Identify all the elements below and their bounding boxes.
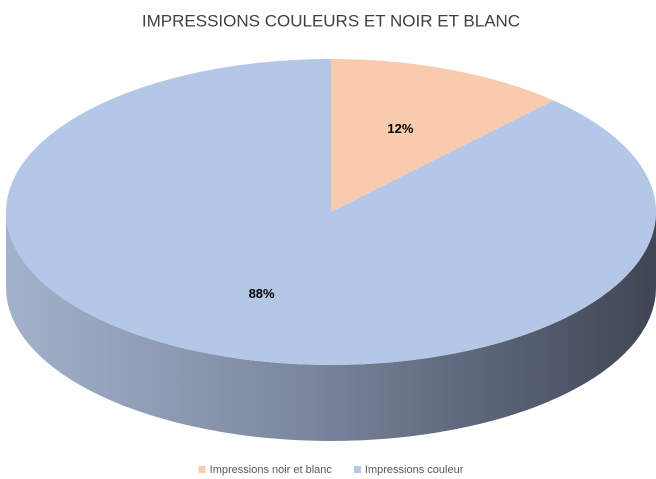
pie-slice — [331, 59, 554, 212]
legend-swatch — [198, 466, 206, 473]
legend-label: Impressions couleur — [365, 464, 464, 476]
pie: 12% 88% — [6, 59, 656, 441]
chart-title: IMPRESSIONS COULEURS ET NOIR ET BLANC — [142, 11, 520, 30]
data-label: 88% — [249, 286, 275, 301]
pie-slice — [6, 59, 656, 365]
legend-label: Impressions noir et blanc — [210, 464, 333, 476]
legend: Impressions noir et blanc Impressions cou… — [198, 464, 464, 476]
legend-swatch — [353, 466, 361, 473]
pie-side — [6, 212, 656, 441]
data-label: 12% — [387, 121, 413, 136]
